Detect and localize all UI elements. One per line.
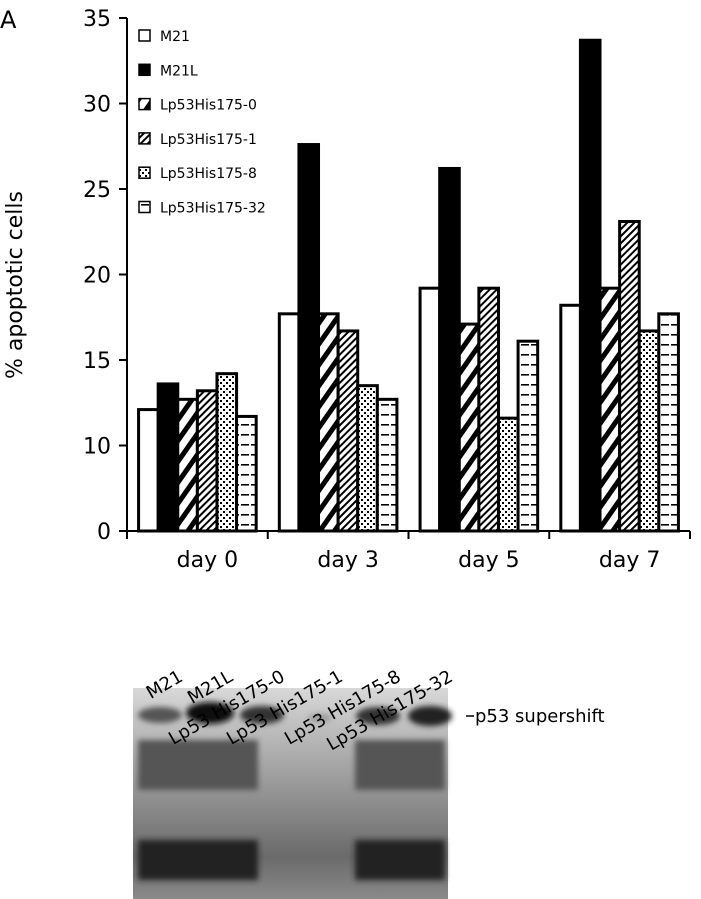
x-tick-label: day 0 <box>177 548 238 573</box>
legend-label: Lp53His175-0 <box>160 98 257 114</box>
bar <box>457 322 481 533</box>
bar <box>637 329 661 533</box>
bar <box>336 329 360 533</box>
legend-swatch <box>138 29 151 42</box>
y-tick-label: 0 <box>97 520 111 545</box>
y-axis-label: % apoptotic cells <box>3 191 28 379</box>
bar <box>598 286 622 533</box>
y-tick-label: 15 <box>83 349 111 374</box>
bar <box>516 339 540 533</box>
bar <box>297 143 321 533</box>
legend-swatch <box>138 132 151 145</box>
bar <box>618 219 641 533</box>
bar <box>235 414 258 533</box>
x-tick-label: day 3 <box>317 548 378 573</box>
gel-bands <box>138 702 452 880</box>
panel-label: A <box>0 6 17 34</box>
legend-swatch <box>138 166 151 179</box>
y-tick-label: 35 <box>83 7 111 32</box>
bar <box>156 382 180 533</box>
legend-swatch <box>138 200 151 214</box>
band-label: p53 supershift <box>475 706 605 727</box>
legend-swatch <box>138 63 151 77</box>
y-tick-label: 30 <box>83 93 111 118</box>
x-tick-label: day 7 <box>599 548 660 573</box>
bar <box>559 303 582 533</box>
bar <box>657 312 680 533</box>
legend-label: M21L <box>160 63 198 79</box>
y-tick-label: 20 <box>83 264 111 289</box>
bar <box>356 384 379 533</box>
gel-image: p53 supershift <box>133 688 605 899</box>
bar <box>317 312 340 533</box>
y-tick-label: 10 <box>83 435 111 460</box>
bar <box>496 416 520 533</box>
legend-label: Lp53His175-32 <box>160 201 266 217</box>
bar <box>418 286 442 533</box>
legend-swatch <box>138 97 151 111</box>
bar <box>438 166 461 533</box>
bar <box>137 408 160 533</box>
x-tick-label: day 5 <box>458 548 519 573</box>
bar <box>277 312 301 533</box>
bar <box>195 389 219 533</box>
y-tick-label: 25 <box>83 178 111 203</box>
legend-label: Lp53His175-8 <box>160 166 257 182</box>
bar <box>477 286 500 533</box>
bar <box>176 397 199 533</box>
legend-label: M21 <box>160 29 190 45</box>
legend-label: Lp53His175-1 <box>160 132 257 148</box>
bar <box>578 38 602 533</box>
bar <box>215 372 239 533</box>
bar <box>375 397 399 533</box>
